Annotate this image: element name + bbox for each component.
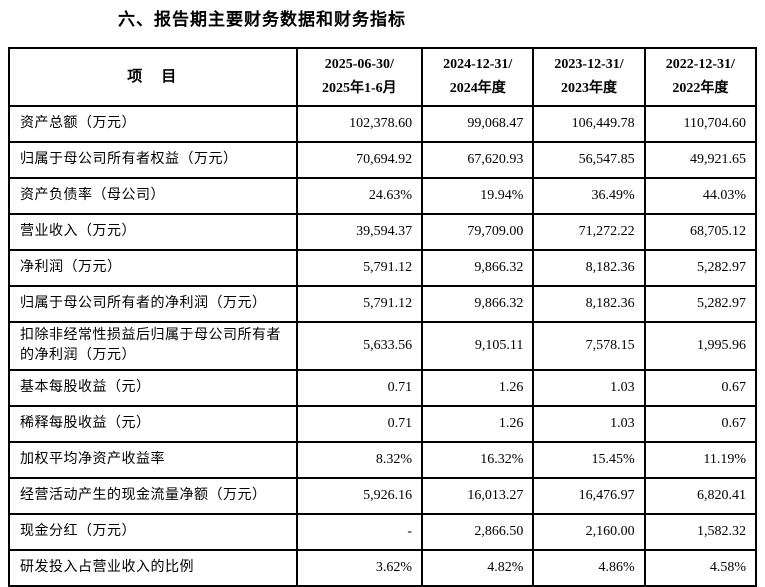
value-cell: 9,866.32 <box>421 249 535 287</box>
value-cell: 0.71 <box>295 405 424 443</box>
value-cell: 5,791.12 <box>295 249 424 287</box>
value-cell: 6,820.41 <box>643 477 758 515</box>
value-cell: 70,694.92 <box>295 141 424 179</box>
item-label-cell: 研发投入占营业收入的比例 <box>8 549 298 587</box>
table-row: 基本每股收益（元） 0.71 1.26 1.03 0.67 <box>8 369 758 407</box>
table-row: 资产负债率（母公司） 24.63% 19.94% 36.49% 44.03% <box>8 177 758 215</box>
item-label-cell: 归属于母公司所有者权益（万元） <box>8 141 298 179</box>
value-cell: 8.32% <box>295 441 424 479</box>
value-cell: 0.67 <box>643 405 758 443</box>
value-cell: 19.94% <box>421 177 535 215</box>
period-label-line: 2024年度 <box>449 81 506 96</box>
table-row: 净利润（万元） 5,791.12 9,866.32 8,182.36 5,282.97 <box>8 249 758 287</box>
value-cell: 106,449.78 <box>532 105 646 143</box>
period-date-line: 2025-06-30/ <box>324 57 394 72</box>
value-cell: 5,282.97 <box>643 285 758 323</box>
value-cell: 16,013.27 <box>421 477 535 515</box>
item-label-cell: 现金分红（万元） <box>8 513 298 551</box>
value-cell: 67,620.93 <box>421 141 535 179</box>
item-label-cell: 归属于母公司所有者的净利润（万元） <box>8 285 298 323</box>
value-cell: 4.58% <box>643 549 758 587</box>
table-row: 扣除非经常性损益后归属于母公司所有者的净利润（万元） 5,633.56 9,105.… <box>8 321 758 371</box>
period-date-line: 2022-12-31/ <box>665 57 735 72</box>
table-header: 项 目 2025-06-30/2025年1-6月 2024-12-31/2024年度… <box>8 47 758 107</box>
value-cell: 1.26 <box>421 405 535 443</box>
value-cell: 56,547.85 <box>532 141 646 179</box>
value-cell: 1.03 <box>532 405 646 443</box>
value-cell: 15.45% <box>532 441 646 479</box>
header-item-column: 项 目 <box>8 47 298 107</box>
table-row: 归属于母公司所有者权益（万元） 70,694.92 67,620.93 56,547.… <box>8 141 758 179</box>
table-row: 资产总额（万元） 102,378.60 99,068.47 106,449.78 110… <box>8 105 758 143</box>
item-label-cell: 稀释每股收益（元） <box>8 405 298 443</box>
header-period-column-1: 2024-12-31/2024年度 <box>421 47 535 107</box>
value-cell: 5,926.16 <box>295 477 424 515</box>
value-cell: 0.67 <box>643 369 758 407</box>
value-cell: - <box>295 513 424 551</box>
value-cell: 99,068.47 <box>421 105 535 143</box>
value-cell: 11.19% <box>643 441 758 479</box>
item-label-cell: 扣除非经常性损益后归属于母公司所有者的净利润（万元） <box>8 321 298 371</box>
value-cell: 0.71 <box>295 369 424 407</box>
item-label-cell: 基本每股收益（元） <box>8 369 298 407</box>
value-cell: 3.62% <box>295 549 424 587</box>
value-cell: 71,272.22 <box>532 213 646 251</box>
table-row: 现金分红（万元） -2,866.50 2,160.00 1,582.32 <box>8 513 758 551</box>
period-date-line: 2024-12-31/ <box>443 57 513 72</box>
value-cell: 110,704.60 <box>643 105 758 143</box>
item-label-cell: 营业收入（万元） <box>8 213 298 251</box>
value-cell: 102,378.60 <box>295 105 424 143</box>
value-cell: 7,578.15 <box>532 321 646 371</box>
value-cell: 2,160.00 <box>532 513 646 551</box>
value-cell: 49,921.65 <box>643 141 758 179</box>
item-label-cell: 净利润（万元） <box>8 249 298 287</box>
header-period-column-3: 2022-12-31/2022年度 <box>643 47 758 107</box>
value-cell: 16.32% <box>421 441 535 479</box>
period-date-line: 2023-12-31/ <box>554 57 624 72</box>
item-label-cell: 资产总额（万元） <box>8 105 298 143</box>
value-cell: 8,182.36 <box>532 249 646 287</box>
value-cell: 1.03 <box>532 369 646 407</box>
value-cell: 1,995.96 <box>643 321 758 371</box>
value-cell: 36.49% <box>532 177 646 215</box>
value-cell: 1.26 <box>421 369 535 407</box>
value-cell: 24.63% <box>295 177 424 215</box>
period-label-line: 2022年度 <box>672 81 729 96</box>
table-row: 研发投入占营业收入的比例 3.62% 4.82% 4.86% 4.58% <box>8 549 758 587</box>
value-cell: 8,182.36 <box>532 285 646 323</box>
financial-data-table: 项 目 2025-06-30/2025年1-6月 2024-12-31/2024年度… <box>8 47 758 587</box>
value-cell: 44.03% <box>643 177 758 215</box>
period-label-line: 2025年1-6月 <box>322 81 397 96</box>
section-title: 六、报告期主要财务数据和财务指标 <box>118 10 406 29</box>
value-cell: 4.82% <box>421 549 535 587</box>
value-cell: 5,633.56 <box>295 321 424 371</box>
item-label-cell: 经营活动产生的现金流量净额（万元） <box>8 477 298 515</box>
table-row: 营业收入（万元） 39,594.37 79,709.00 71,272.22 68,70… <box>8 213 758 251</box>
table-row: 归属于母公司所有者的净利润（万元） 5,791.12 9,866.32 8,182.3… <box>8 285 758 323</box>
table-row: 稀释每股收益（元） 0.71 1.26 1.03 0.67 <box>8 405 758 443</box>
item-label-cell: 资产负债率（母公司） <box>8 177 298 215</box>
value-cell: 68,705.12 <box>643 213 758 251</box>
table-row: 加权平均净资产收益率 8.32% 16.32% 15.45% 11.19% <box>8 441 758 479</box>
period-label-line: 2023年度 <box>561 81 618 96</box>
header-period-column-0: 2025-06-30/2025年1-6月 <box>295 47 424 107</box>
value-cell: 5,282.97 <box>643 249 758 287</box>
value-cell: 79,709.00 <box>421 213 535 251</box>
value-cell: 16,476.97 <box>532 477 646 515</box>
value-cell: 9,866.32 <box>421 285 535 323</box>
item-label-cell: 加权平均净资产收益率 <box>8 441 298 479</box>
value-cell: 4.86% <box>532 549 646 587</box>
value-cell: 2,866.50 <box>421 513 535 551</box>
value-cell: 39,594.37 <box>295 213 424 251</box>
header-row: 项 目 2025-06-30/2025年1-6月 2024-12-31/2024年度… <box>8 47 758 107</box>
value-cell: 1,582.32 <box>643 513 758 551</box>
table-row: 经营活动产生的现金流量净额（万元） 5,926.16 16,013.27 16,476… <box>8 477 758 515</box>
table-body: 资产总额（万元） 102,378.60 99,068.47 106,449.78 110… <box>8 105 758 587</box>
value-cell: 9,105.11 <box>421 321 535 371</box>
header-period-column-2: 2023-12-31/2023年度 <box>532 47 646 107</box>
value-cell: 5,791.12 <box>295 285 424 323</box>
